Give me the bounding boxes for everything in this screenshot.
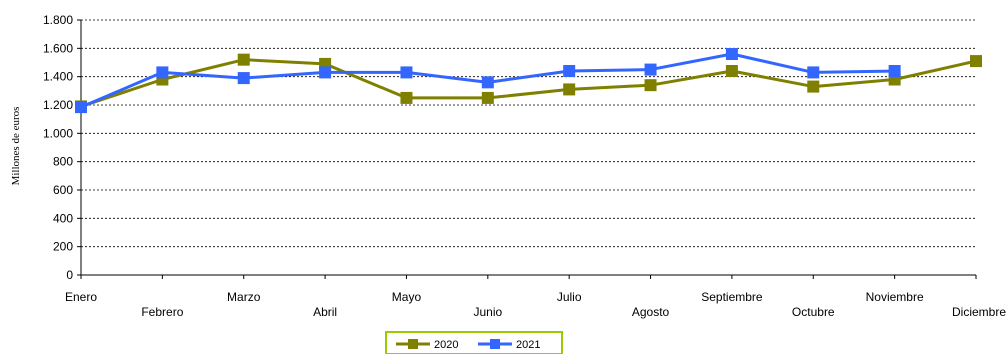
y-axis-ticks: 0 200 400 600 800 1.000 1.200 1.400 1.600 1.800 xyxy=(43,13,81,282)
axes xyxy=(80,20,976,276)
y-tick-label: 0 xyxy=(66,268,73,282)
x-tick-label: Noviembre xyxy=(866,290,924,304)
series-2021 xyxy=(75,48,901,114)
data-point xyxy=(237,72,250,85)
x-tick-label: Septiembre xyxy=(701,290,763,304)
y-tick-label: 800 xyxy=(53,155,73,169)
data-point xyxy=(400,66,413,79)
gridlines xyxy=(81,19,976,248)
y-axis-label: Millones de euros xyxy=(10,107,22,186)
x-tick-label: Mayo xyxy=(392,290,422,304)
data-point xyxy=(563,83,576,96)
legend: 2020 2021 xyxy=(385,331,563,354)
x-tick-label: Junio xyxy=(473,305,502,319)
y-tick-label: 1.000 xyxy=(43,126,73,140)
data-point xyxy=(481,91,494,104)
y-tick-label: 400 xyxy=(53,211,73,225)
legend-swatch-marker xyxy=(490,339,500,349)
x-tick-label: Marzo xyxy=(227,290,261,304)
y-tick-label: 600 xyxy=(53,183,73,197)
data-point xyxy=(563,65,576,77)
data-point xyxy=(644,63,657,76)
data-point xyxy=(75,101,87,114)
data-point xyxy=(644,79,657,92)
legend-label: 2020 xyxy=(434,339,458,351)
data-point xyxy=(888,65,901,77)
data-point xyxy=(725,65,738,77)
y-tick-label: 200 xyxy=(53,240,73,254)
y-tick-label: 1.200 xyxy=(43,98,73,112)
data-point xyxy=(970,55,982,68)
x-tick-label: Julio xyxy=(557,290,582,304)
data-point xyxy=(156,66,169,79)
data-point xyxy=(400,91,413,104)
data-point xyxy=(807,80,820,93)
data-point xyxy=(481,76,494,89)
x-tick-label: Febrero xyxy=(141,305,183,319)
x-tick-label: Enero xyxy=(65,290,97,304)
legend-swatch-marker xyxy=(408,339,418,349)
legend-label: 2021 xyxy=(516,339,540,351)
x-tick-label: Agosto xyxy=(632,305,670,319)
x-axis-ticks: Enero Febrero Marzo Abril Mayo Junio Julio Agos… xyxy=(65,275,1006,319)
legend-box xyxy=(385,331,563,354)
series-line xyxy=(80,58,977,108)
series-2020 xyxy=(75,53,982,113)
x-tick-label: Abril xyxy=(313,305,337,319)
y-tick-label: 1.600 xyxy=(43,41,73,55)
data-point xyxy=(319,66,332,79)
data-point xyxy=(807,66,820,79)
y-tick-label: 1.800 xyxy=(43,13,73,27)
series-lines xyxy=(75,48,982,114)
x-tick-label: Octubre xyxy=(792,305,835,319)
x-tick-label: Diciembre xyxy=(952,305,1006,319)
y-tick-label: 1.400 xyxy=(43,70,73,84)
data-point xyxy=(725,48,738,60)
data-point xyxy=(237,53,250,66)
